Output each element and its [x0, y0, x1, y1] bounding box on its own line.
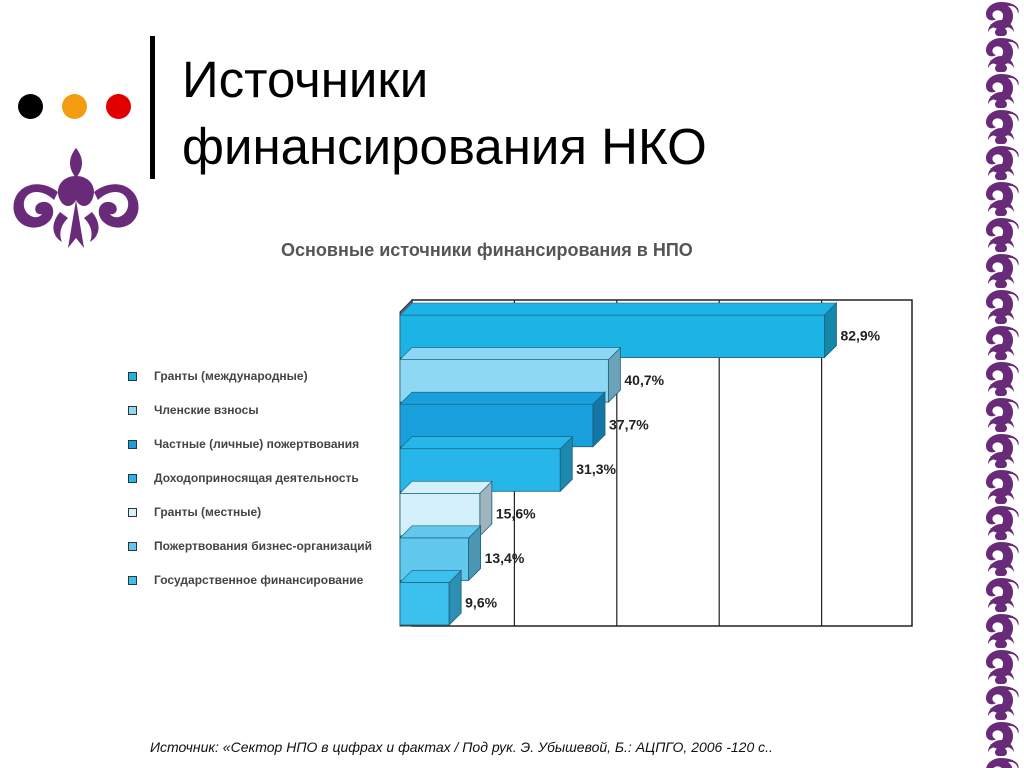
source-citation: Источник: «Сектор НПО в цифрах и фактах …	[150, 739, 773, 755]
bar-value-label: 82,9%	[840, 327, 880, 343]
bar	[399, 582, 450, 626]
legend-label: Гранты (международные)	[154, 369, 308, 383]
slide-title-line-1: Источники	[182, 51, 429, 108]
legend-swatch	[128, 474, 137, 483]
bar-top	[399, 347, 622, 360]
bar-top	[399, 436, 573, 450]
title-divider	[150, 36, 155, 179]
legend-label: Доходоприносящая деятельность	[154, 471, 359, 485]
bar-value-label: 40,7%	[624, 372, 664, 388]
bar-value-label: 9,6%	[465, 595, 497, 611]
slide-title-line-2: финансирования НКО	[182, 118, 707, 175]
legend-swatch	[128, 440, 137, 449]
bar-top	[399, 302, 838, 316]
legend-label: Пожертвования бизнес-организаций	[154, 539, 373, 553]
red-dot	[106, 94, 131, 119]
chart-title: Основные источники финансирования в НПО	[281, 240, 693, 260]
bar-value-label: 13,4%	[485, 550, 525, 566]
slide-title: Источники финансирования НКО	[182, 46, 707, 180]
bar-top	[399, 480, 493, 494]
black-dot	[18, 94, 43, 119]
bar-top	[399, 570, 462, 583]
bar-top	[399, 525, 482, 539]
ornamental-border	[978, 0, 1024, 768]
legend-label: Гранты (местные)	[154, 505, 262, 519]
decorative-dots	[18, 94, 131, 119]
legend-label: Членские взносы	[154, 403, 259, 417]
ornament-icon	[13, 148, 139, 248]
legend-label: Частные (личные) пожертвования	[154, 437, 360, 451]
bar-value-label: 15,6%	[496, 506, 536, 522]
bar-value-label: 37,7%	[609, 416, 649, 432]
legend-swatch	[128, 576, 137, 585]
bar-top	[399, 391, 606, 405]
legend-swatch	[128, 372, 137, 381]
legend-swatch	[128, 508, 137, 517]
bar-value-label: 31,3%	[576, 461, 616, 477]
legend-swatch	[128, 406, 137, 415]
legend-label: Государственное финансирование	[154, 573, 364, 587]
orange-dot	[62, 94, 87, 119]
legend-swatch	[128, 542, 137, 551]
